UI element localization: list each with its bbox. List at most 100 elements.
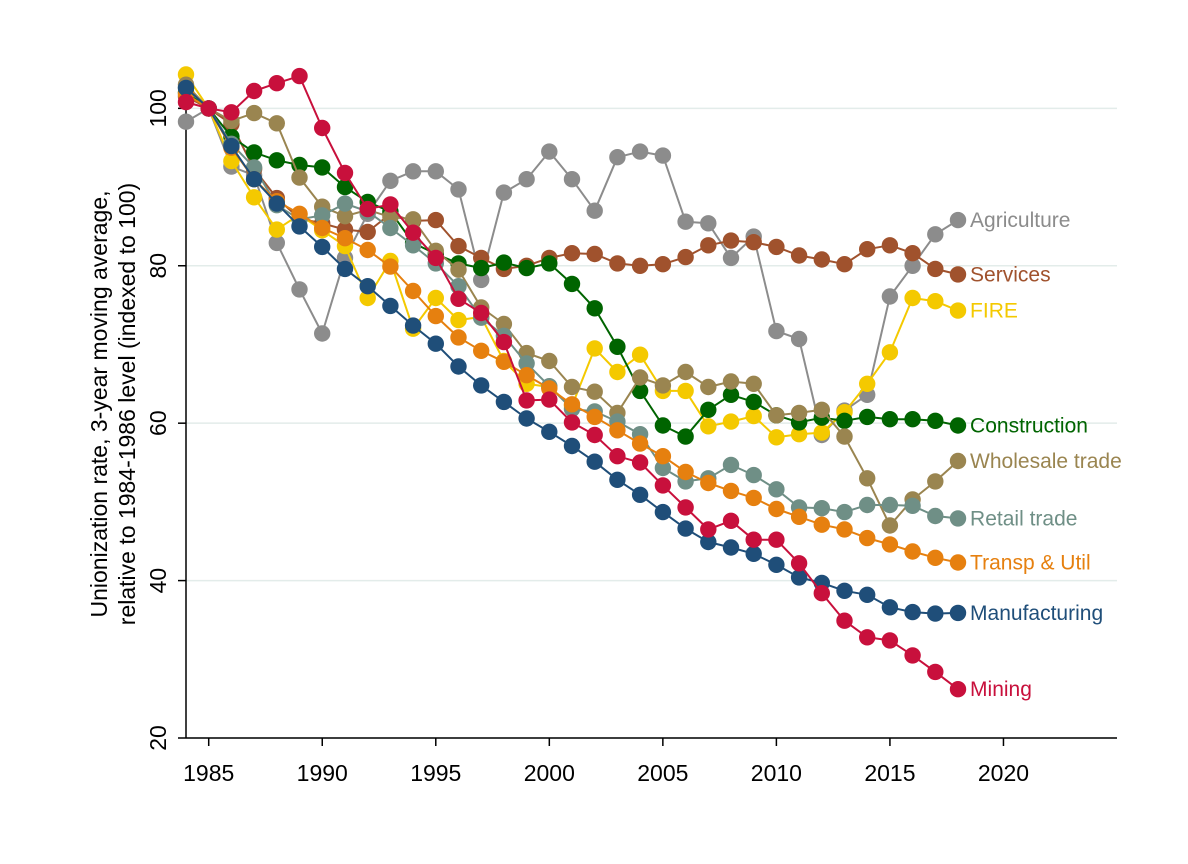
data-point-mining-1989 <box>291 67 308 85</box>
data-point-transp-util-1998 <box>495 353 513 370</box>
series-end-label-manufacturing: Manufacturing <box>970 602 1103 625</box>
data-point-fire-2015 <box>881 344 899 361</box>
data-point-manufacturing-1998 <box>495 393 513 411</box>
data-point-transp-util-1999 <box>518 367 535 384</box>
data-point-manufacturing-2002 <box>586 453 603 470</box>
data-point-agriculture-2002 <box>586 202 603 219</box>
data-point-mining-1994 <box>404 224 422 241</box>
y-tick-label-100: 100 <box>145 89 171 127</box>
data-point-fire-2018 <box>949 302 967 319</box>
data-point-mining-1984 <box>177 93 195 111</box>
series-end-label-retail-trade: Retail trade <box>970 507 1077 530</box>
data-point-fire-1988 <box>268 221 285 238</box>
data-point-fire-2011 <box>790 426 808 443</box>
data-point-services-2007 <box>700 237 717 254</box>
data-point-wholesale-trade-2015 <box>881 517 899 534</box>
data-point-transp-util-2013 <box>836 521 853 538</box>
data-point-agriculture-1998 <box>495 184 513 201</box>
data-point-construction-2006 <box>677 428 694 445</box>
series-mining <box>177 67 967 698</box>
data-point-manufacturing-2001 <box>563 437 581 455</box>
data-point-manufacturing-2017 <box>927 605 944 622</box>
data-point-fire-2016 <box>904 289 921 307</box>
data-point-agriculture-1997 <box>473 271 490 289</box>
data-point-agriculture-1994 <box>404 163 422 180</box>
data-point-agriculture-2016 <box>904 257 921 274</box>
data-point-transp-util-2016 <box>904 543 921 560</box>
data-point-wholesale-trade-2002 <box>586 383 603 400</box>
data-point-manufacturing-1999 <box>518 410 535 427</box>
data-point-wholesale-trade-2011 <box>790 404 808 422</box>
data-point-mining-2002 <box>586 426 603 444</box>
data-point-transp-util-2003 <box>609 422 626 439</box>
data-point-manufacturing-1989 <box>291 218 308 235</box>
data-point-construction-2001 <box>563 275 581 293</box>
x-tick-label-1990: 1990 <box>297 760 348 786</box>
data-point-wholesale-trade-2008 <box>722 373 740 390</box>
data-point-mining-1990 <box>314 119 331 137</box>
data-point-manufacturing-2005 <box>654 503 672 521</box>
data-point-fire-2009 <box>745 407 762 425</box>
y-axis-title-line-2: relative to 1984-1986 level (indexed to … <box>114 183 140 625</box>
data-point-transp-util-2007 <box>700 474 717 492</box>
data-point-agriculture-2000 <box>541 143 558 160</box>
x-tick-label-2020: 2020 <box>978 760 1029 786</box>
data-point-transp-util-1993 <box>382 258 399 275</box>
x-tick-label-1985: 1985 <box>183 760 234 786</box>
data-point-mining-2013 <box>836 612 853 629</box>
data-point-construction-1991 <box>336 178 354 196</box>
data-point-construction-1999 <box>518 259 535 277</box>
data-point-mining-1998 <box>495 333 513 351</box>
data-point-wholesale-trade-2001 <box>563 378 581 396</box>
series-end-label-mining: Mining <box>970 678 1032 701</box>
data-point-fire-2014 <box>859 375 876 392</box>
data-point-transp-util-2017 <box>927 549 944 566</box>
data-point-services-2013 <box>836 256 853 273</box>
data-point-manufacturing-1994 <box>404 317 422 334</box>
data-point-fire-2010 <box>768 429 785 446</box>
data-point-transp-util-2001 <box>563 396 581 413</box>
data-point-retail-trade-2013 <box>836 503 853 521</box>
data-point-construction-2009 <box>745 393 762 411</box>
x-tick-label-2015: 2015 <box>864 760 915 786</box>
data-point-mining-1993 <box>382 196 399 213</box>
data-point-services-2003 <box>609 255 626 272</box>
data-point-agriculture-2005 <box>654 147 672 164</box>
series-retail-trade <box>177 79 967 527</box>
data-point-manufacturing-2013 <box>836 582 853 599</box>
data-point-fire-2002 <box>586 340 603 357</box>
data-point-mining-1991 <box>336 164 354 182</box>
data-point-transp-util-2005 <box>654 448 672 465</box>
data-point-mining-1992 <box>359 200 376 218</box>
data-point-wholesale-trade-2000 <box>541 352 558 370</box>
data-point-retail-trade-1999 <box>518 355 535 372</box>
data-point-services-2010 <box>768 238 785 256</box>
data-point-wholesale-trade-1987 <box>245 104 263 122</box>
data-point-transp-util-2015 <box>881 536 899 553</box>
data-point-wholesale-trade-2005 <box>654 377 672 394</box>
data-point-services-2011 <box>790 247 808 264</box>
data-point-mining-2011 <box>790 555 808 572</box>
data-point-manufacturing-1997 <box>473 377 490 394</box>
x-tick-label-2005: 2005 <box>637 760 688 786</box>
data-point-wholesale-trade-2010 <box>768 407 785 424</box>
data-point-mining-2009 <box>745 531 762 548</box>
data-point-mining-2010 <box>768 531 785 548</box>
data-point-services-2015 <box>881 237 899 254</box>
x-tick-label-2000: 2000 <box>524 760 575 786</box>
data-point-retail-trade-1994 <box>404 237 422 254</box>
data-point-mining-2007 <box>700 521 717 538</box>
data-point-fire-2017 <box>927 293 944 310</box>
y-axis-ticks: 20 40 60 80 100 <box>145 89 186 751</box>
data-point-construction-2007 <box>700 401 717 418</box>
data-point-wholesale-trade-1988 <box>268 115 285 132</box>
data-point-services-2001 <box>563 245 581 262</box>
data-point-transp-util-2011 <box>790 508 808 525</box>
data-point-construction-2005 <box>654 417 672 434</box>
data-point-agriculture-2004 <box>631 143 649 160</box>
data-point-manufacturing-1996 <box>450 358 467 375</box>
series-end-label-agriculture: Agriculture <box>970 209 1070 232</box>
data-point-retail-trade-1991 <box>336 195 354 212</box>
data-point-transp-util-1996 <box>450 329 467 346</box>
